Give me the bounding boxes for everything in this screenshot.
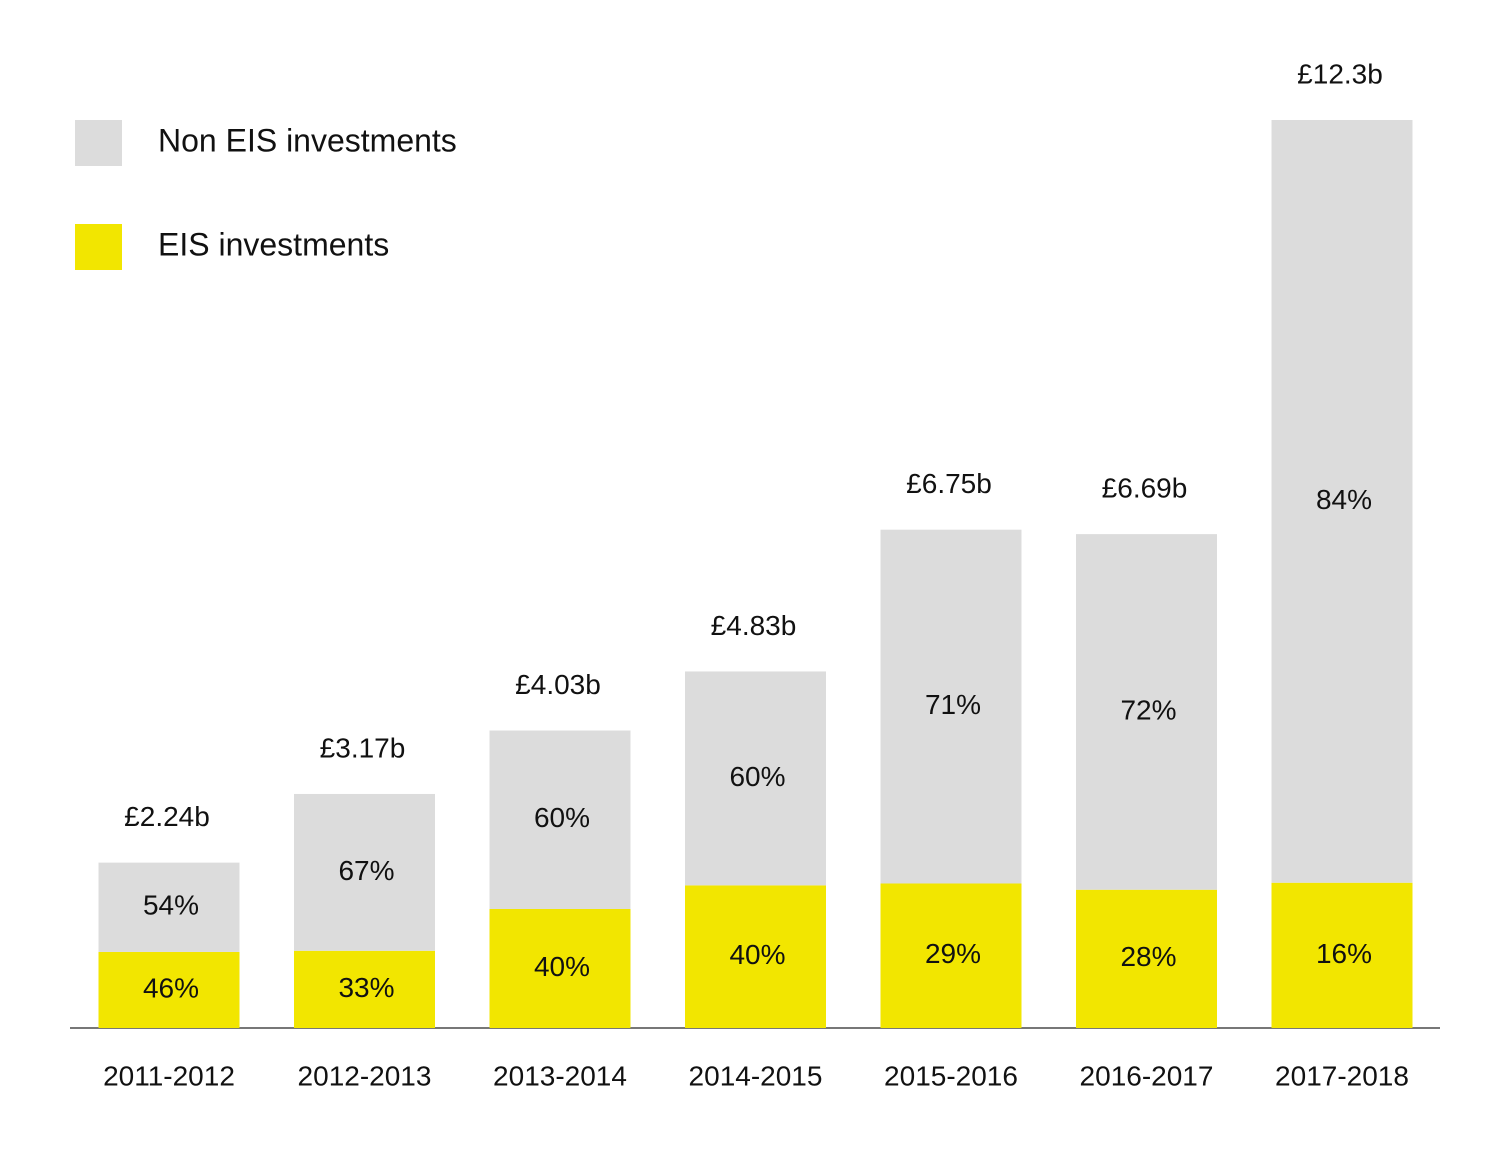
- segment-label: 46%: [143, 972, 199, 1003]
- legend-swatch: [75, 224, 122, 270]
- total-label: £12.3b: [1297, 58, 1383, 89]
- bar-segment: [685, 885, 826, 1028]
- legend-label: Non EIS investments: [158, 122, 457, 158]
- segment-label: 40%: [534, 951, 590, 982]
- total-label: £4.83b: [711, 610, 797, 641]
- x-tick-label: 2017-2018: [1275, 1060, 1409, 1091]
- segment-label: 33%: [338, 972, 394, 1003]
- bar-segment: [1076, 889, 1217, 1028]
- bar-segment: [1076, 534, 1217, 890]
- total-label: £6.69b: [1102, 473, 1188, 504]
- segment-label: 60%: [534, 802, 590, 833]
- x-tick-label: 2016-2017: [1080, 1060, 1214, 1091]
- x-tick-label: 2013-2014: [493, 1060, 627, 1091]
- segment-label: 84%: [1316, 484, 1372, 515]
- segment-label: 54%: [143, 890, 199, 921]
- segment-label: 67%: [338, 855, 394, 886]
- bar-segment: [294, 793, 435, 951]
- segment-label: 60%: [729, 761, 785, 792]
- segment-label: 29%: [925, 938, 981, 969]
- bar-segment: [294, 950, 435, 1028]
- bar-segment: [880, 529, 1022, 884]
- total-label: £3.17b: [320, 732, 406, 763]
- segment-label: 28%: [1120, 941, 1176, 972]
- total-label: £4.03b: [515, 669, 601, 700]
- total-label: £6.75b: [906, 468, 992, 499]
- segment-label: 16%: [1316, 938, 1372, 969]
- x-tick-label: 2012-2013: [298, 1060, 432, 1091]
- x-tick-label: 2014-2015: [689, 1060, 823, 1091]
- x-tick-label: 2015-2016: [884, 1060, 1018, 1091]
- legend-swatch: [75, 120, 122, 166]
- bar-segment: [685, 671, 826, 886]
- legend-label: EIS investments: [158, 226, 389, 262]
- segment-label: 72%: [1120, 694, 1176, 725]
- bar-segment: [98, 951, 240, 1028]
- segment-label: 40%: [729, 939, 785, 970]
- bar-segment: [489, 909, 631, 1028]
- bar-segment: [489, 730, 631, 910]
- bar-segment: [98, 862, 240, 952]
- bar-segment: [880, 883, 1022, 1028]
- total-label: £2.24b: [124, 801, 210, 832]
- bar-segment: [1271, 120, 1413, 883]
- segment-label: 71%: [925, 689, 981, 720]
- x-tick-label: 2011-2012: [103, 1060, 235, 1091]
- bar-segment: [1271, 882, 1413, 1028]
